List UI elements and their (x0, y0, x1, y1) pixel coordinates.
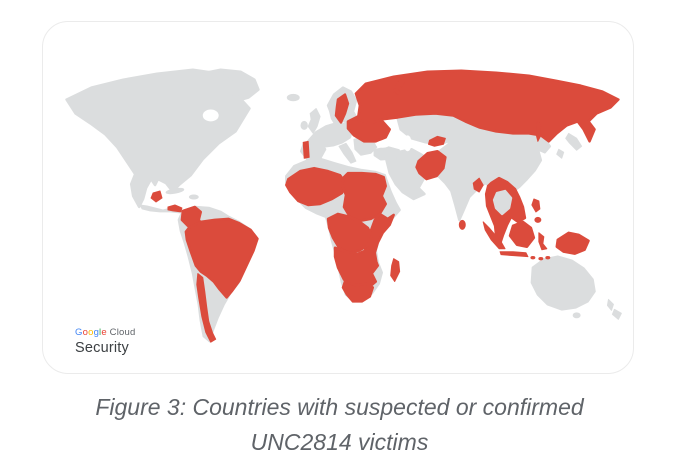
region-japan-honshu (565, 132, 583, 151)
black-sea (375, 140, 390, 148)
region-iceland (286, 93, 300, 102)
caspian-sea (403, 135, 412, 152)
caption-line-2: UNC2814 victims (250, 428, 429, 455)
logo-letter: G (75, 327, 83, 338)
logo-letter: o (82, 327, 89, 338)
region-lesser-sunda-1 (530, 255, 536, 260)
caption-line-1: Figure 3: Countries with suspected or co… (95, 394, 584, 420)
region-sri-lanka (458, 219, 466, 230)
region-kyrgyzstan (427, 135, 446, 147)
region-central-africa (326, 212, 374, 254)
region-java (499, 251, 529, 258)
region-south-africa (341, 280, 375, 303)
region-philippines-luzon (531, 198, 541, 213)
region-hispaniola (188, 194, 199, 200)
logo-cloud-word: Cloud (106, 327, 136, 338)
region-angola-zambia-zimbabwe (333, 246, 380, 290)
region-thailand (492, 189, 513, 216)
region-sumatra (482, 221, 506, 250)
region-russia (354, 69, 620, 143)
region-north-america (65, 68, 251, 209)
region-panama (167, 204, 183, 213)
region-australia (530, 255, 596, 311)
region-sakhalin (535, 120, 542, 142)
region-lesser-sunda-3 (545, 255, 551, 260)
region-japan-kyushu (556, 148, 565, 159)
region-great-britain (307, 108, 321, 134)
logo-letter: g (93, 327, 100, 338)
overlay-layer (202, 109, 513, 216)
region-borneo (508, 220, 536, 248)
region-chile (196, 273, 217, 343)
region-new-zealand-south (611, 308, 622, 320)
region-guatemala (150, 190, 163, 203)
region-philippines-mindanao (534, 216, 542, 223)
region-new-guinea (555, 231, 590, 255)
region-portugal (302, 140, 310, 159)
region-ireland (300, 120, 308, 130)
region-novaya-zemlya (393, 77, 407, 97)
logo-letter: o (88, 327, 94, 338)
region-brazil-peru-bolivia (184, 217, 259, 299)
figure-caption: Figure 3: Countries with suspected or co… (0, 390, 679, 459)
logo-google-cloud-line: Google Cloud (75, 327, 136, 339)
world-map (65, 68, 622, 343)
region-sweden (334, 93, 350, 124)
hudson-bay (202, 109, 219, 122)
region-lesser-sunda-2 (538, 256, 544, 261)
logo-letter: e (101, 327, 107, 338)
map-figure-card: Google Cloud Security (42, 21, 634, 374)
region-afghanistan (415, 150, 447, 181)
region-madagascar (390, 258, 401, 283)
google-cloud-security-logo: Google Cloud Security (75, 327, 136, 357)
logo-letter: l (99, 327, 102, 338)
region-sulawesi (538, 232, 548, 251)
region-west-africa-sahel (285, 166, 348, 207)
region-cuba (165, 187, 185, 195)
region-bangladesh (472, 177, 484, 193)
region-new-zealand-north (606, 298, 614, 311)
region-italy (338, 142, 357, 164)
logo-google-word: Google (75, 327, 107, 338)
region-egypt-sudan-chad (340, 171, 387, 223)
logo-product-name: Security (75, 339, 129, 356)
region-tasmania (572, 312, 581, 319)
